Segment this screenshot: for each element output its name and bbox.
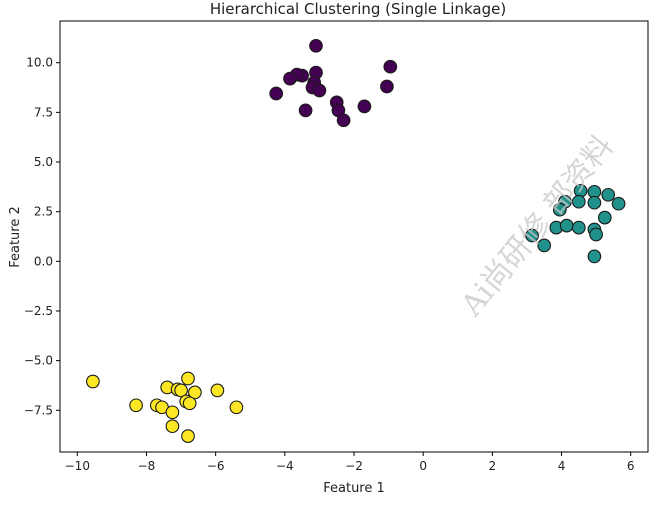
x-tick-label: −4 — [276, 459, 294, 473]
x-tick-label: 6 — [627, 459, 635, 473]
x-axis-ticks: −10 −8 −6 −4 −2 0 2 4 6 — [65, 452, 635, 473]
data-point-cluster-1 — [380, 79, 394, 94]
data-point-cluster-3 — [181, 371, 195, 386]
data-point-cluster-3 — [165, 405, 180, 420]
data-point-cluster-2 — [611, 196, 626, 211]
y-tick-label: 10.0 — [26, 56, 53, 70]
y-tick-label: −7.5 — [24, 403, 53, 417]
x-tick-label: −10 — [65, 459, 90, 473]
data-point-cluster-3 — [229, 400, 244, 415]
x-axis-label: Feature 1 — [323, 481, 385, 496]
data-point-cluster-1 — [336, 113, 351, 128]
data-point-cluster-2 — [589, 227, 603, 242]
y-tick-label: 5.0 — [34, 155, 53, 169]
data-point-cluster-1 — [283, 71, 297, 86]
data-points — [86, 38, 626, 443]
y-tick-label: −5.0 — [24, 354, 53, 368]
data-point-cluster-2 — [587, 195, 602, 210]
x-tick-label: 2 — [489, 459, 497, 473]
data-point-cluster-3 — [165, 419, 180, 434]
data-point-cluster-1 — [383, 59, 398, 74]
y-axis-ticks: −7.5 −5.0 −2.5 0.0 2.5 5.0 7.5 10.0 — [24, 56, 60, 417]
data-point-cluster-3 — [182, 396, 197, 411]
x-tick-label: 0 — [419, 459, 427, 473]
data-point-cluster-3 — [129, 398, 143, 413]
data-point-cluster-2 — [552, 202, 567, 217]
y-tick-label: −2.5 — [24, 304, 53, 318]
data-point-cluster-2 — [597, 210, 612, 225]
data-point-cluster-1 — [312, 83, 327, 98]
data-point-cluster-1 — [298, 103, 313, 118]
data-point-cluster-2 — [587, 249, 602, 264]
y-tick-label: 2.5 — [34, 205, 53, 219]
data-point-cluster-2 — [525, 228, 539, 243]
data-point-cluster-3 — [188, 385, 202, 400]
data-point-cluster-2 — [537, 238, 552, 253]
data-point-cluster-2 — [601, 187, 616, 202]
data-point-cluster-3 — [174, 383, 188, 398]
data-point-cluster-1 — [357, 99, 372, 114]
chart-title: Hierarchical Clustering (Single Linkage) — [210, 0, 506, 18]
x-tick-label: 4 — [558, 459, 566, 473]
data-point-cluster-2 — [571, 220, 586, 235]
data-point-cluster-3 — [181, 429, 195, 443]
y-axis-label: Feature 2 — [8, 206, 23, 268]
data-point-cluster-1 — [269, 86, 284, 101]
x-tick-label: −2 — [345, 459, 363, 473]
data-point-cluster-2 — [571, 194, 586, 209]
data-point-cluster-3 — [86, 374, 100, 389]
y-tick-label: 7.5 — [34, 105, 53, 119]
data-point-cluster-1 — [309, 38, 323, 53]
data-point-cluster-3 — [210, 383, 225, 398]
x-tick-label: −8 — [138, 459, 156, 473]
plot-area-frame — [59, 20, 649, 453]
x-tick-label: −6 — [207, 459, 225, 473]
y-tick-label: 0.0 — [34, 254, 53, 268]
